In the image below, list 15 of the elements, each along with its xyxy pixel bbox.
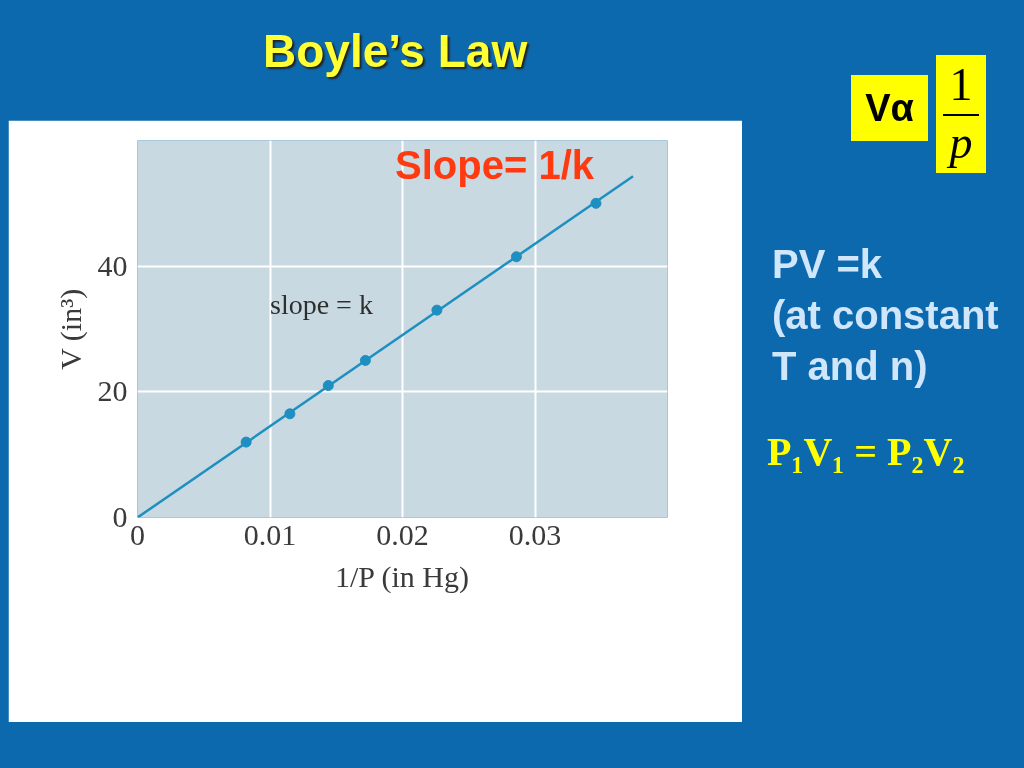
x-tick-label: 0.01 (243, 517, 297, 551)
chart-title: Boyle’s Law (263, 24, 528, 79)
text: p (949, 117, 973, 168)
x-tick-label: 0.02 (376, 517, 429, 551)
y-tick-label: 40 (97, 248, 128, 282)
annotation: Slope= 1/k (395, 142, 595, 187)
text: P₁V₁ = P₂V₂ (767, 428, 965, 476)
text: Vα (851, 75, 928, 141)
x-tick-label: 0.03 (508, 517, 562, 551)
x-axis-title: 1/P (in Hg) (335, 559, 469, 594)
y-tick-label: 20 (97, 374, 128, 408)
text: PV =k (at constant T and n) (772, 241, 1000, 390)
text: 1 (949, 59, 973, 110)
annotation: slope = k (270, 288, 373, 320)
y-axis-title: V (in³) (53, 288, 88, 370)
